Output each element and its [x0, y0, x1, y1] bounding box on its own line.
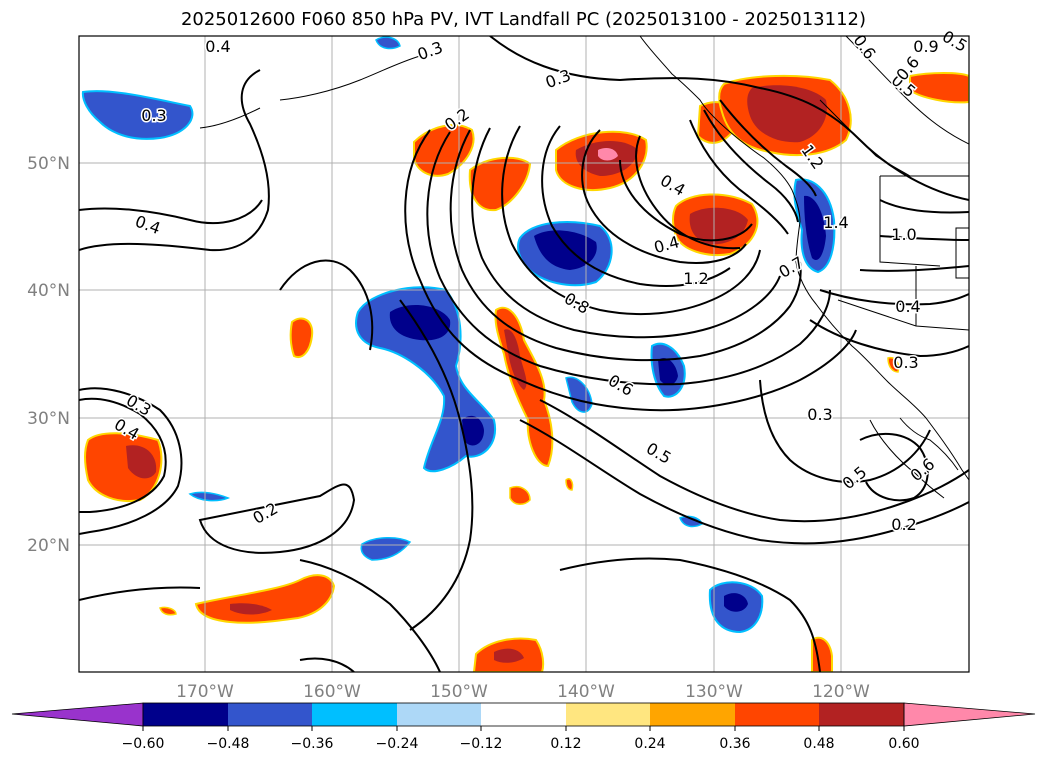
- colorbar-segment: [143, 703, 228, 726]
- colorbar-segment: [650, 703, 735, 726]
- colorbar-tick-label: −0.24: [376, 736, 419, 752]
- graticule: [79, 36, 969, 672]
- pos-region: [230, 603, 272, 615]
- colorbar-segment: [228, 703, 312, 726]
- neg-region: [658, 357, 678, 385]
- lat-tick-label: 30°N: [27, 409, 70, 429]
- lon-tick-label: 130°W: [685, 682, 743, 702]
- colorbar-extend-low: [11, 702, 144, 727]
- contour-label: 0.9: [913, 37, 938, 56]
- colorbar-tick-label: 0.24: [634, 736, 665, 752]
- pos-region: [468, 156, 532, 212]
- colorbar-tick-label: 0.12: [550, 736, 581, 752]
- neg-region: [804, 195, 826, 260]
- contour-label: 0.3: [807, 405, 832, 424]
- coastlines: [199, 36, 969, 499]
- pos-region: [909, 72, 969, 104]
- colorbar-tick-label: 0.60: [888, 736, 919, 752]
- lon-tick-label: 140°W: [557, 682, 615, 702]
- neg-region: [389, 305, 451, 341]
- colorbar-segment: [312, 703, 397, 726]
- pos-region: [509, 486, 531, 505]
- neg-region: [375, 36, 401, 50]
- neg-region: [81, 90, 194, 140]
- pos-region: [811, 636, 833, 672]
- contour-label: 1.0: [891, 225, 916, 244]
- contour-label: 0.3: [893, 353, 918, 372]
- contour-label: 0.4: [895, 297, 920, 316]
- colorbar-segment: [735, 703, 819, 726]
- pos-region: [159, 606, 177, 616]
- neg-region: [188, 491, 231, 502]
- lat-tick-labels: 50°N 40°N 30°N 20°N: [27, 154, 70, 556]
- lat-tick-label: 20°N: [27, 536, 70, 556]
- lon-tick-label: 150°W: [430, 682, 488, 702]
- contour-label: 1.4: [823, 213, 848, 232]
- lon-tick-label: 120°W: [812, 682, 870, 702]
- contour-label: 1.2: [683, 269, 708, 288]
- colorbar-segment: [566, 703, 650, 726]
- lon-tick-labels: 170°W 160°W 150°W 140°W 130°W 120°W: [176, 682, 870, 702]
- map-title: 2025012600 F060 850 hPa PV, IVT Landfall…: [180, 9, 867, 30]
- colorbar-tick-label: 0.36: [719, 736, 750, 752]
- colorbar-segment: [481, 703, 566, 726]
- pos-region: [126, 445, 157, 479]
- lon-tick-label: 170°W: [176, 682, 234, 702]
- pos-region: [887, 356, 900, 373]
- colorbar-tick-label: −0.60: [122, 736, 165, 752]
- contour-label: 0.3: [141, 106, 166, 125]
- contour-label: 0.4: [205, 37, 230, 56]
- lon-tick-label: 160°W: [303, 682, 361, 702]
- pos-region: [289, 317, 314, 358]
- pos-region: [689, 207, 748, 245]
- pv-contours: [79, 36, 969, 672]
- contour-label: 0.2: [891, 515, 916, 534]
- colorbar-extend-high: [903, 702, 1036, 727]
- map-frame: [78, 35, 970, 673]
- neg-region: [360, 537, 412, 561]
- pos-region: [504, 329, 527, 390]
- pos-region: [598, 148, 618, 161]
- colorbar-tick-label: −0.12: [460, 736, 503, 752]
- pos-region: [194, 574, 336, 624]
- neg-region: [462, 415, 484, 446]
- pos-region: [494, 648, 524, 663]
- lat-tick-label: 50°N: [27, 154, 70, 174]
- colorbar: −0.60 −0.48 −0.36 −0.24 −0.12 0.12 0.24 …: [11, 702, 1036, 752]
- colorbar-tick-label: 0.48: [803, 736, 834, 752]
- colorbar-segment: [819, 703, 904, 726]
- pos-region: [747, 85, 827, 143]
- pos-region: [565, 478, 574, 491]
- neg-region: [724, 593, 748, 612]
- colorbar-segment: [397, 703, 481, 726]
- colorbar-tick-label: −0.36: [291, 736, 334, 752]
- lat-tick-label: 40°N: [27, 281, 70, 301]
- colorbar-tick-label: −0.48: [207, 736, 250, 752]
